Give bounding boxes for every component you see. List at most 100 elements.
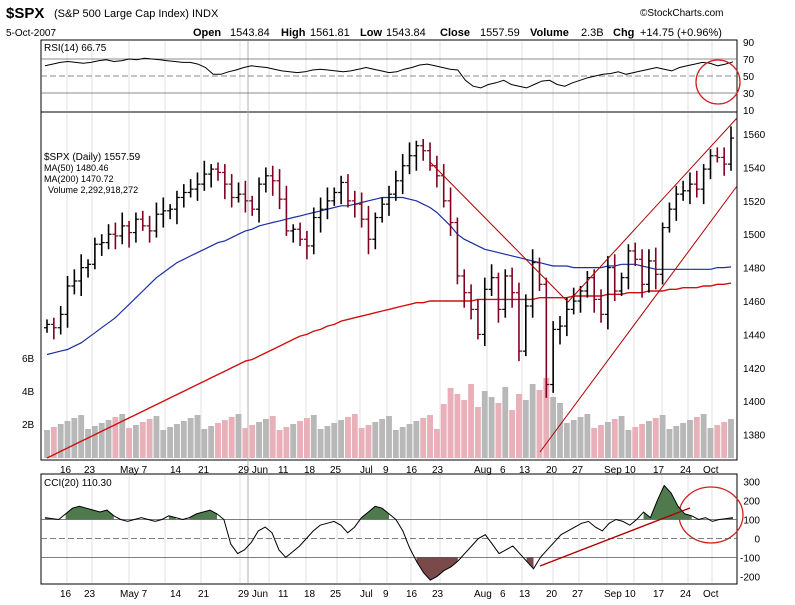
price-tick-label: 1440	[743, 330, 766, 341]
volume-bar	[180, 421, 187, 458]
volume-bar	[386, 416, 392, 458]
cci-x-tick-label: Oct	[703, 589, 719, 600]
price-x-tick-label: 11	[278, 465, 289, 476]
volume-bar	[687, 420, 693, 458]
price-x-tick-label: 24	[680, 465, 692, 476]
volume-bar	[50, 427, 57, 458]
cci-oversold-fill	[416, 557, 458, 581]
price-tick-label: 1500	[743, 230, 766, 241]
header-date: 5-Oct-2007	[6, 28, 56, 39]
volume-bar	[365, 425, 372, 458]
volume-bar	[433, 429, 440, 458]
volume-bar	[495, 403, 502, 458]
cci-x-tick-label: 29 Jun	[238, 589, 268, 600]
price-tick-label: 1380	[743, 431, 766, 442]
volume-bar	[174, 424, 180, 458]
volume-bar	[304, 418, 310, 458]
volume-bar	[44, 430, 50, 458]
cci-x-tick-label: 16	[406, 589, 418, 600]
volume-bar	[680, 423, 687, 458]
cci-tick-label: 300	[743, 478, 760, 489]
volume-bar	[666, 429, 673, 458]
volume-bar	[577, 417, 584, 458]
volume-bar	[646, 421, 652, 458]
price-x-tick-label: 17	[653, 465, 665, 476]
cci-tick-label: 100	[743, 516, 760, 527]
volume-bar	[105, 420, 112, 458]
cci-trendline	[539, 507, 691, 567]
high-value: 1561.81	[310, 27, 350, 39]
cci-tick-label: 0	[754, 534, 760, 545]
volume-bar	[700, 414, 707, 458]
cci-x-tick-label: 21	[198, 589, 210, 600]
price-tick-label: 1420	[743, 364, 766, 375]
volume-bar	[413, 421, 420, 458]
cci-oversold-fill	[526, 557, 534, 569]
volume-bar	[242, 428, 249, 458]
cci-x-tick-label: 27	[572, 589, 584, 600]
cci-label: CCI(20) 110.30	[44, 478, 112, 489]
cci-x-tick-label: 23	[432, 589, 444, 600]
price-tick-label: 1560	[743, 130, 766, 141]
rsi-annotation-circle	[695, 59, 741, 105]
volume-bar	[502, 387, 509, 458]
volume-bar	[126, 428, 132, 458]
volume-bar	[447, 388, 454, 458]
volume-bar	[420, 418, 427, 458]
volume-bar	[345, 417, 351, 458]
volume-bar	[71, 418, 78, 458]
volume-bar	[529, 384, 536, 458]
price-x-tick-label: 14	[170, 465, 182, 476]
cci-x-tick-label: 20	[546, 589, 558, 600]
cci-x-tick-label: 18	[304, 589, 316, 600]
symbol-title: $SPX	[6, 5, 44, 22]
price-tick-label: 1520	[743, 197, 766, 208]
volume-bar	[262, 419, 269, 458]
volume-bar	[516, 394, 522, 458]
cci-overbought-fill	[65, 506, 114, 520]
cci-x-tick-label: May 7	[120, 589, 148, 600]
price-x-tick-label: 16	[60, 465, 72, 476]
volume-bar	[85, 429, 91, 458]
cci-overbought-fill	[643, 485, 692, 520]
volume-tick-label: 6B	[22, 354, 35, 365]
price-x-tick-label: 27	[572, 465, 584, 476]
volume-bar	[351, 414, 358, 458]
cci-x-tick-label: Jul	[360, 589, 373, 600]
volume-bar	[221, 420, 228, 458]
price-x-tick-label: 23	[432, 465, 444, 476]
price-x-tick-label: 21	[198, 465, 210, 476]
volume-bar	[509, 410, 516, 458]
price-x-tick-label: 29 Jun	[238, 465, 268, 476]
symbol-description: (S&P 500 Large Cap Index) INDX	[54, 8, 219, 20]
volume-bar	[283, 427, 290, 458]
rsi-tick-label: 70	[743, 55, 755, 66]
volume-bar	[160, 430, 167, 458]
price-tick-label: 1540	[743, 163, 766, 174]
volume-bar	[440, 404, 447, 458]
price-x-tick-label: Aug	[474, 465, 492, 476]
cci-x-tick-label: 24	[680, 589, 692, 600]
open-label: Open	[193, 27, 221, 39]
volume-bar	[618, 416, 625, 458]
volume-bar	[64, 421, 71, 458]
volume-bar	[714, 425, 721, 458]
volume-bar	[276, 430, 283, 458]
volume-bar	[652, 418, 659, 458]
rsi-tick-label: 90	[743, 38, 755, 49]
price-x-tick-label: 16	[406, 465, 418, 476]
trendline-down	[429, 161, 569, 303]
volume-bar	[728, 419, 734, 458]
volume-bar	[454, 394, 461, 458]
cci-tick-label: -200	[740, 572, 760, 583]
high-label: High	[281, 27, 306, 39]
price-x-tick-label: 20	[546, 465, 558, 476]
chg-label: Chg	[613, 27, 634, 39]
volume-bar	[290, 424, 297, 458]
volume-bar	[481, 391, 488, 458]
volume-bar	[249, 425, 256, 458]
volume-bar	[338, 420, 345, 458]
volume-bar	[632, 427, 639, 458]
price-tick-label: 1400	[743, 397, 766, 408]
cci-x-tick-label: 11	[278, 589, 289, 600]
